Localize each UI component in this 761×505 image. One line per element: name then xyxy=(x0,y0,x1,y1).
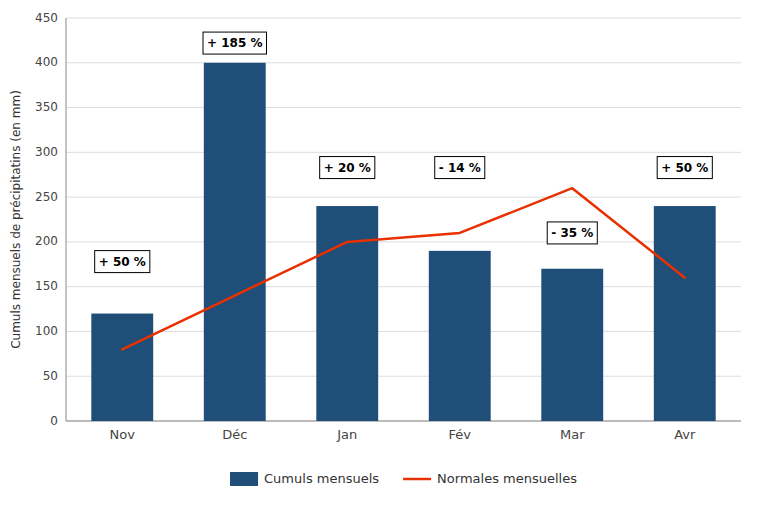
bar xyxy=(541,269,603,421)
grid-line xyxy=(66,152,741,153)
x-tick-label: Mar xyxy=(560,427,585,442)
annotation: + 185 % xyxy=(203,32,266,54)
y-axis-line xyxy=(66,18,67,421)
legend-item: Normales mensuelles xyxy=(403,471,577,486)
y-tick-label: 50 xyxy=(43,369,58,383)
y-tick-label: 350 xyxy=(35,100,58,114)
annotation: + 50 % xyxy=(95,251,150,273)
plot-area xyxy=(91,63,715,421)
grid-line xyxy=(66,18,741,19)
y-tick-label: 150 xyxy=(35,279,58,293)
grid-line xyxy=(66,331,741,332)
grid-line xyxy=(66,376,741,377)
legend-label: Normales mensuelles xyxy=(437,471,577,486)
grid-line xyxy=(66,197,741,198)
annotation: + 50 % xyxy=(657,157,712,179)
annotation-text: + 20 % xyxy=(324,161,371,175)
annotation-box xyxy=(203,32,266,54)
x-tick-label: Jan xyxy=(336,427,357,442)
legend-label: Cumuls mensuels xyxy=(264,471,379,486)
annotation-text: - 14 % xyxy=(439,161,481,175)
x-axis-line xyxy=(66,421,741,422)
chart: 0 50 100 150 200 250 300 350 400 450 Cumuls mensue… xyxy=(0,0,761,505)
y-tick-label: 300 xyxy=(35,145,58,159)
annotations: + 50 % + 185 % + 20 % - 14 % - 35 % + 50 % xyxy=(95,32,713,273)
annotation-box xyxy=(320,157,375,179)
grid xyxy=(66,18,741,421)
annotation-text: - 35 % xyxy=(551,226,593,240)
x-tick-label: Avr xyxy=(674,427,696,442)
y-tick-label: 450 xyxy=(35,11,58,25)
grid-line xyxy=(66,107,741,108)
legend-item: Cumuls mensuels xyxy=(230,471,379,487)
annotation-box xyxy=(547,222,597,244)
annotation-text: + 185 % xyxy=(207,36,262,50)
legend: Cumuls mensuels Normales mensuelles xyxy=(230,471,577,487)
x-axis: Nov Déc Jan Fév Mar Avr xyxy=(110,427,696,442)
bar xyxy=(654,206,716,421)
x-tick-label: Fév xyxy=(449,427,472,442)
annotation-box xyxy=(657,157,712,179)
y-axis: 0 50 100 150 200 250 300 350 400 450 xyxy=(35,11,741,428)
y-tick-label: 100 xyxy=(35,324,58,338)
bar xyxy=(91,314,153,421)
grid-line xyxy=(66,62,741,63)
legend-swatch xyxy=(403,478,431,481)
bar xyxy=(429,251,491,421)
annotation-text: + 50 % xyxy=(661,161,708,175)
x-tick-label: Nov xyxy=(110,427,136,442)
y-tick-label: 200 xyxy=(35,234,58,248)
line xyxy=(122,188,685,349)
grid-line xyxy=(66,286,741,287)
bar xyxy=(316,206,378,421)
legend-swatch xyxy=(230,472,258,486)
annotation-text: + 50 % xyxy=(99,255,146,269)
y-tick-label: 400 xyxy=(35,55,58,69)
annotation: - 35 % xyxy=(547,222,597,244)
annotation-box xyxy=(95,251,150,273)
y-tick-label: 250 xyxy=(35,190,58,204)
y-axis-label: Cumuls mensuels de précipitatins (en mm) xyxy=(9,90,23,349)
annotation-box xyxy=(435,157,485,179)
annotation: + 20 % xyxy=(320,157,375,179)
annotation: - 14 % xyxy=(435,157,485,179)
x-tick-label: Déc xyxy=(222,427,247,442)
bar xyxy=(204,63,266,421)
grid-line xyxy=(66,421,741,422)
y-tick-label: 0 xyxy=(50,414,58,428)
